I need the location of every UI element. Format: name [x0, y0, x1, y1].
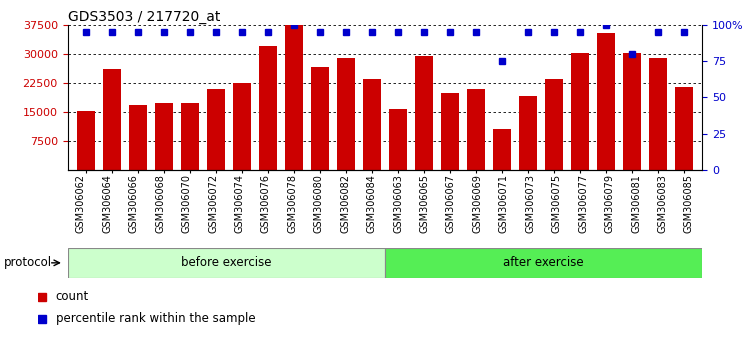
Bar: [571, 53, 589, 170]
Bar: [311, 67, 329, 170]
Text: GSM306066: GSM306066: [128, 174, 139, 233]
Bar: [597, 33, 615, 170]
Text: GSM306075: GSM306075: [552, 174, 562, 233]
Bar: [363, 79, 381, 170]
Text: GSM306062: GSM306062: [76, 174, 86, 233]
Text: GSM306071: GSM306071: [499, 174, 509, 233]
Bar: [389, 109, 407, 170]
Bar: [207, 88, 225, 170]
Text: GSM306072: GSM306072: [208, 174, 218, 233]
Text: GSM306081: GSM306081: [631, 174, 641, 233]
Bar: [259, 46, 277, 170]
Text: GSM306068: GSM306068: [155, 174, 165, 233]
Text: percentile rank within the sample: percentile rank within the sample: [56, 313, 255, 325]
Text: GSM306079: GSM306079: [605, 174, 614, 233]
Bar: [181, 103, 199, 170]
Text: GSM306076: GSM306076: [261, 174, 271, 233]
Bar: [467, 90, 485, 170]
Text: GSM306069: GSM306069: [472, 174, 482, 233]
Bar: [68, 248, 385, 278]
Text: GSM306065: GSM306065: [420, 174, 430, 233]
Text: after exercise: after exercise: [503, 256, 584, 269]
Bar: [675, 87, 693, 170]
Text: GSM306074: GSM306074: [234, 174, 245, 233]
Text: GSM306070: GSM306070: [182, 174, 192, 233]
Bar: [441, 93, 459, 170]
Bar: [415, 56, 433, 170]
Bar: [493, 129, 511, 170]
Text: GSM306085: GSM306085: [684, 174, 694, 233]
Text: count: count: [56, 290, 89, 303]
Bar: [544, 79, 563, 170]
Text: GSM306082: GSM306082: [340, 174, 350, 233]
Text: GSM306077: GSM306077: [578, 174, 588, 233]
Text: GSM306083: GSM306083: [658, 174, 668, 233]
Bar: [385, 248, 702, 278]
Bar: [285, 25, 303, 170]
Text: GDS3503 / 217720_at: GDS3503 / 217720_at: [68, 10, 220, 24]
Bar: [128, 105, 147, 170]
Text: GSM306084: GSM306084: [366, 174, 377, 233]
Bar: [103, 69, 121, 170]
Text: protocol: protocol: [4, 256, 52, 269]
Text: GSM306063: GSM306063: [393, 174, 403, 233]
Text: before exercise: before exercise: [181, 256, 272, 269]
Text: GSM306064: GSM306064: [102, 174, 112, 233]
Bar: [336, 58, 355, 170]
Text: GSM306073: GSM306073: [525, 174, 535, 233]
Text: GSM306080: GSM306080: [314, 174, 324, 233]
Bar: [519, 96, 537, 170]
Bar: [649, 58, 667, 170]
Bar: [155, 103, 173, 170]
Bar: [623, 53, 641, 170]
Text: GSM306067: GSM306067: [446, 174, 456, 233]
Text: GSM306078: GSM306078: [288, 174, 297, 233]
Bar: [233, 83, 251, 170]
Bar: [77, 111, 95, 170]
